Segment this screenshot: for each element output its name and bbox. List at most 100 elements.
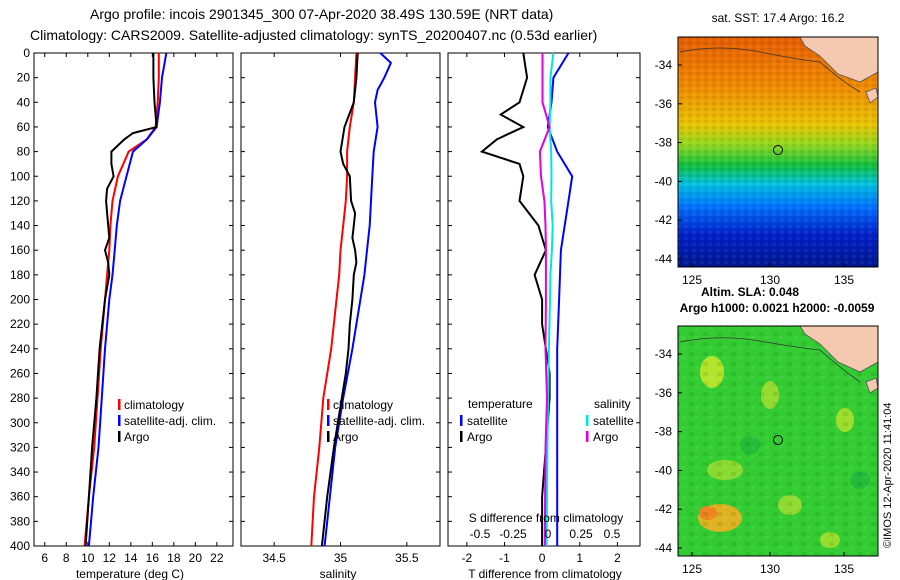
depth-tick-label: 280 bbox=[10, 391, 30, 405]
temperature-lines bbox=[83, 52, 168, 547]
lat-tick-label: -38 bbox=[655, 136, 673, 150]
legend-t-argo-swatch bbox=[460, 431, 463, 442]
legend-temperature-title: temperature bbox=[468, 397, 533, 411]
lat-tick-label: -44 bbox=[655, 541, 673, 555]
legend-s-satellite: satellite bbox=[593, 414, 634, 428]
lon-tick-label: 125 bbox=[682, 273, 702, 287]
depth-tick-label: 260 bbox=[10, 366, 30, 380]
depth-contour bbox=[679, 337, 861, 383]
temperature-xlabel: temperature (deg C) bbox=[76, 567, 184, 580]
salinity-difference-ticks: -0.5 -0.25 0 0.25 0.5 bbox=[470, 527, 621, 541]
difference-legend: temperature satellite Argo salinity sate… bbox=[460, 397, 634, 444]
temperature-x-axis: 6 8 10 12 14 16 18 20 22 bbox=[41, 52, 233, 565]
depth-tick-label: 200 bbox=[10, 293, 30, 307]
salinity-lines bbox=[310, 52, 393, 547]
legend-argo-swatch bbox=[118, 431, 121, 442]
series-line-s-satellite bbox=[545, 52, 555, 547]
depth-contour bbox=[679, 47, 861, 93]
depth-tick-label: 300 bbox=[10, 416, 30, 430]
lat-tick-label: -34 bbox=[655, 58, 673, 72]
series-line-satellite-adj-clim- bbox=[87, 52, 168, 547]
salinity-plot-frame bbox=[240, 52, 441, 547]
credit-text: ©IMOS 12-Apr-2020 11:41:04 bbox=[882, 403, 894, 548]
depth-tick-label: 220 bbox=[10, 317, 30, 331]
lon-tick-label: 135 bbox=[834, 273, 854, 287]
depth-tick-label: 100 bbox=[10, 169, 30, 183]
series-line-argo bbox=[320, 52, 359, 547]
temperature-plot-frame bbox=[33, 52, 234, 547]
x-tick-label: 6 bbox=[41, 551, 48, 565]
legend-salinity-title: salinity bbox=[594, 397, 631, 411]
depth-tick-label: 240 bbox=[10, 342, 30, 356]
salinity-x-axis: 34.5 35 35.5 bbox=[241, 52, 440, 565]
x-tick-label: 10 bbox=[81, 551, 95, 565]
depth-tick-label: 160 bbox=[10, 243, 30, 257]
lat-tick-label: -36 bbox=[655, 97, 673, 111]
depth-tick-label: 20 bbox=[17, 71, 31, 85]
sst-map: sat. SST: 17.4 Argo: 16.2 -34 -36 -38 -40 -4… bbox=[655, 11, 879, 287]
depth-tick-label: 400 bbox=[10, 539, 30, 553]
x-tick-label: 8 bbox=[63, 551, 70, 565]
depth-tick-label: 120 bbox=[10, 194, 30, 208]
legend-s-argo: Argo bbox=[593, 430, 619, 444]
sst-map-title: sat. SST: 17.4 Argo: 16.2 bbox=[712, 11, 845, 25]
legend-climatology: climatology bbox=[333, 398, 393, 412]
lat-tick-label: -42 bbox=[655, 213, 673, 227]
x-tick-label: 22 bbox=[210, 551, 224, 565]
argo-location-marker bbox=[773, 435, 783, 445]
sla-map-axes: -34 -36 -38 -40 -42 -44 125 130 135 bbox=[655, 347, 855, 576]
depth-tick-label: 40 bbox=[17, 95, 31, 109]
x-tick-label: 2 bbox=[614, 551, 621, 565]
depth-tick-label: 80 bbox=[17, 145, 31, 159]
legend-climatology-swatch bbox=[118, 399, 121, 410]
legend-climatology-swatch bbox=[327, 399, 330, 410]
lat-tick-label: -40 bbox=[655, 174, 673, 188]
depth-tick-label: 340 bbox=[10, 465, 30, 479]
legend-satellite: satellite-adj. clim. bbox=[124, 414, 216, 428]
legend-argo-swatch bbox=[327, 431, 330, 442]
depth-axis: 0 20 40 60 80 100 120 140 160 180 200 220 240 260 280 3… bbox=[10, 46, 38, 553]
lat-tick-label: -44 bbox=[655, 252, 673, 266]
salinity-legend: climatology satellite-adj. clim. Argo bbox=[327, 398, 425, 444]
x-tick-label: 14 bbox=[124, 551, 138, 565]
lat-tick-label: -42 bbox=[655, 502, 673, 516]
temperature-legend: climatology satellite-adj. clim. Argo bbox=[118, 398, 216, 444]
x-tick-label: 34.5 bbox=[262, 551, 286, 565]
x-tick-label: 18 bbox=[167, 551, 181, 565]
legend-t-satellite-swatch bbox=[460, 415, 463, 426]
legend-t-satellite: satellite bbox=[467, 414, 508, 428]
legend-s-satellite-swatch bbox=[586, 415, 589, 426]
sla-map-frame bbox=[677, 325, 879, 557]
legend-t-argo: Argo bbox=[467, 430, 493, 444]
depth-tick-label: 360 bbox=[10, 490, 30, 504]
lon-tick-label: 130 bbox=[760, 273, 780, 287]
depth-tick-label: 0 bbox=[23, 46, 30, 60]
difference-panel: -2 -1 0 1 2 temperature satellite Argo salin… bbox=[447, 52, 641, 580]
lat-tick-label: -38 bbox=[655, 425, 673, 439]
lon-tick-label: 130 bbox=[760, 562, 780, 576]
sla-map-title2: Argo h1000: 0.0021 h2000: -0.0059 bbox=[680, 301, 875, 315]
series-line-climatology bbox=[310, 52, 358, 547]
x-tick-label: -2 bbox=[461, 551, 472, 565]
legend-satellite: satellite-adj. clim. bbox=[333, 414, 425, 428]
difference-lines bbox=[479, 52, 574, 547]
sst-map-axes: -34 -36 -38 -40 -42 -44 125 130 135 bbox=[655, 58, 855, 287]
depth-tick-label: 320 bbox=[10, 440, 30, 454]
s-diff-tick-label: -0.5 bbox=[470, 527, 491, 541]
salinity-panel: 34.5 35 35.5 climatology satellite-adj. cl… bbox=[240, 52, 441, 580]
sla-map-title1: Altim. SLA: 0.048 bbox=[701, 285, 799, 299]
x-tick-label: 16 bbox=[146, 551, 160, 565]
x-tick-label: 0 bbox=[539, 551, 546, 565]
x-tick-label: 12 bbox=[103, 551, 117, 565]
s-diff-tick-label: 0.25 bbox=[569, 527, 593, 541]
series-line-argo bbox=[84, 53, 158, 547]
lon-tick-label: 135 bbox=[834, 562, 854, 576]
lat-tick-label: -36 bbox=[655, 386, 673, 400]
header-line2: Climatology: CARS2009. Satellite-adjuste… bbox=[30, 27, 597, 43]
depth-tick-label: 380 bbox=[10, 514, 30, 528]
series-line-s-argo bbox=[538, 53, 551, 547]
sst-map-frame bbox=[677, 36, 879, 268]
x-tick-label: 20 bbox=[189, 551, 203, 565]
depth-tick-label: 180 bbox=[10, 268, 30, 282]
